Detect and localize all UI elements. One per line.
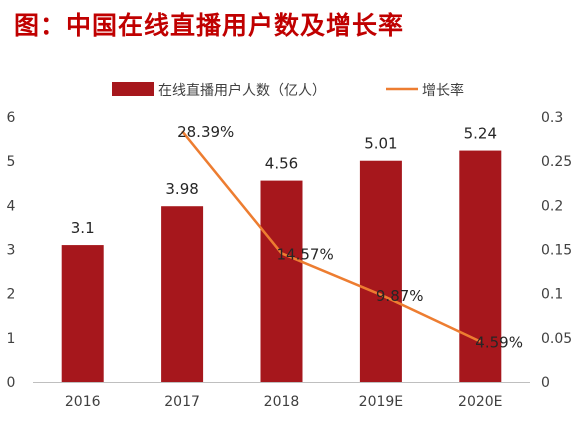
growth-rate-line — [181, 130, 481, 343]
y-right-tick-label: 0.25 — [541, 154, 572, 170]
y-right-tick-label: 0 — [541, 375, 550, 391]
legend-swatch-users — [112, 82, 154, 96]
page-title: 图：中国在线直播用户数及增长率 — [14, 11, 405, 40]
y-right-tick-label: 0.2 — [541, 198, 563, 214]
line-data-label: 9.87% — [376, 287, 424, 305]
bar-data-label: 4.56 — [265, 155, 298, 173]
bar-2018 — [260, 180, 303, 382]
y-left-tick-label: 0 — [7, 375, 16, 391]
bar-data-label: 3.1 — [71, 219, 95, 237]
y-left-tick-label: 6 — [7, 110, 16, 126]
y-right-tick-label: 0.3 — [541, 110, 563, 126]
bar-data-label: 5.24 — [464, 125, 497, 143]
y-right-tick-label: 0.1 — [541, 287, 563, 303]
y-left-tick-label: 3 — [7, 243, 16, 259]
bar-data-label: 5.01 — [364, 135, 397, 153]
bar-2017 — [161, 206, 204, 382]
x-tick-label: 2016 — [65, 394, 101, 410]
line-data-label: 28.39% — [177, 123, 234, 141]
y-left-tick-label: 4 — [7, 198, 16, 214]
bar-2016 — [61, 245, 104, 382]
y-left-tick-label: 1 — [7, 331, 16, 347]
y-left-tick-label: 5 — [7, 154, 16, 170]
bar-2019E — [359, 160, 402, 382]
line-data-label: 4.59% — [475, 333, 523, 351]
y-right-tick-label: 0.15 — [541, 243, 572, 259]
line-data-label: 14.57% — [277, 245, 334, 263]
x-tick-label: 2018 — [264, 394, 300, 410]
x-tick-label: 2019E — [359, 394, 403, 410]
x-tick-label: 2017 — [164, 394, 200, 410]
y-right-tick-label: 0.05 — [541, 331, 572, 347]
x-tick-label: 2020E — [458, 394, 502, 410]
legend-label-users: 在线直播用户人数（亿人） — [158, 82, 326, 99]
bar-data-label: 3.98 — [165, 180, 198, 198]
y-left-tick-label: 2 — [7, 287, 16, 303]
bar-2020E — [459, 150, 502, 382]
legend-label-growth: 增长率 — [422, 82, 464, 99]
